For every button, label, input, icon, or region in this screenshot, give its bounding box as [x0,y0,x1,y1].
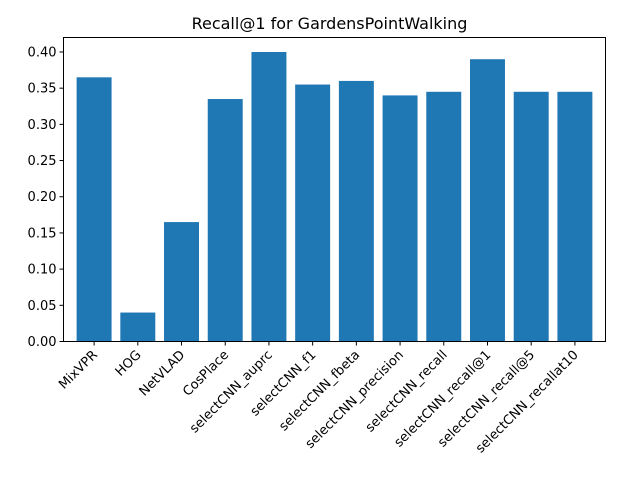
y-tick-label: 0.40 [28,45,57,60]
x-axis: MixVPR HOGNetVLADCosPlaceselectCNN_auprcs… [56,341,582,456]
bar-selectCNN_recall@5 [513,91,549,342]
bar-HOG [120,312,156,342]
bar-selectCNN_recallat10 [557,91,593,342]
x-tick-label: selectCNN_fbeta [277,348,364,435]
bar-selectCNN_f1 [295,84,331,342]
y-tick-label: 0.10 [28,263,57,278]
x-tick-label: MixVPR [56,348,101,393]
y-tick-label: 0.35 [28,82,57,97]
bar-NetVLAD [164,222,199,342]
bar-selectCNN_fbeta [338,80,374,342]
bar-MixVPR [76,77,112,342]
y-tick-label: 0.20 [28,190,57,205]
bar-selectCNN_recall@1 [470,59,505,342]
bar-selectCNN_recall [426,91,462,342]
x-tick-label: HOG [113,348,145,380]
bars [76,51,593,342]
y-tick-label: 0.05 [28,299,57,314]
y-tick-label: 0.30 [28,118,57,133]
y-tick-label: 0.00 [28,335,57,350]
x-tick-label: selectCNN_recall [363,348,451,436]
x-tick-label: NetVLAD [137,348,189,400]
chart-title: Recall@1 for GardensPointWalking [192,14,468,33]
bar-selectCNN_auprc [251,51,287,342]
y-tick-label: 0.25 [28,154,57,169]
bar-selectCNN_precision [382,95,418,342]
plot-frame [63,37,606,342]
x-tick-label: selectCNN_auprc [187,348,276,437]
bar-CosPlace [207,99,243,342]
y-tick-label: 0.15 [28,226,57,241]
y-axis: 0.00 0.05 0.10 0.15 0.20 0.25 0.30 0.35 0.40 [28,45,64,350]
